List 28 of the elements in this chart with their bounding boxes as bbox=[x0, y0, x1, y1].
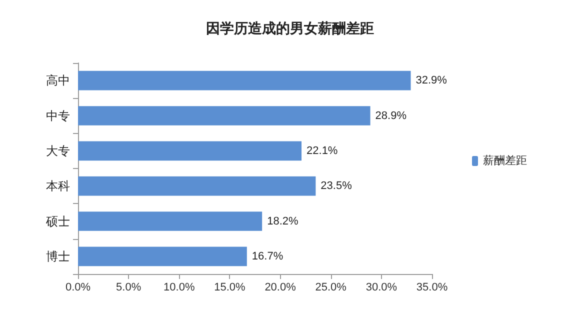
x-tick-label: 25.0% bbox=[315, 282, 347, 294]
y-tick-label: 高中 bbox=[46, 74, 70, 88]
data-label: 22.1% bbox=[306, 144, 338, 157]
data-label: 32.9% bbox=[416, 74, 448, 87]
legend-label: 薪酬差距 bbox=[483, 154, 527, 167]
data-label: 28.9% bbox=[375, 110, 407, 122]
y-tick-label: 硕士 bbox=[45, 214, 70, 228]
data-label: 23.5% bbox=[320, 180, 352, 192]
y-tick-label: 中专 bbox=[46, 108, 70, 123]
x-tick-label: 15.0% bbox=[214, 282, 246, 294]
bar bbox=[78, 176, 316, 196]
x-tick-label: 10.0% bbox=[164, 282, 195, 294]
bar bbox=[78, 141, 302, 161]
data-label: 18.2% bbox=[267, 215, 298, 228]
y-tick-label: 本科 bbox=[46, 179, 70, 194]
data-label: 16.7% bbox=[252, 250, 284, 262]
chart-title: 因学历造成的男女薪酬差距 bbox=[206, 20, 374, 36]
bar bbox=[78, 246, 247, 266]
bar bbox=[78, 70, 411, 90]
y-tick-label: 博士 bbox=[46, 249, 70, 264]
y-tick-label: 大专 bbox=[46, 144, 70, 158]
bar bbox=[78, 106, 370, 126]
bar bbox=[78, 212, 262, 231]
x-tick-label: 5.0% bbox=[116, 282, 142, 294]
x-tick-label: 35.0% bbox=[416, 282, 448, 294]
x-tick-label: 20.0% bbox=[264, 282, 296, 294]
x-tick-label: 0.0% bbox=[65, 282, 91, 294]
x-tick-label: 30.0% bbox=[366, 282, 398, 294]
